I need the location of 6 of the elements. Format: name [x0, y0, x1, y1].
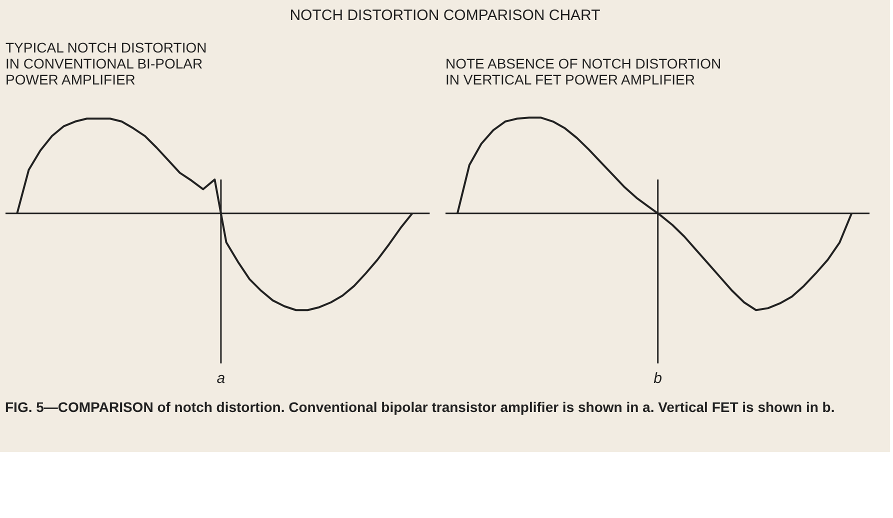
text: a	[216, 370, 226, 388]
text: b	[654, 370, 662, 388]
caption: FIG. 5—COMPARISON of notch distortion. Conventional bipolar transistor amplifier is shown in a. Vertical FET is shown in b.	[5, 398, 835, 417]
chart-subtitle: TYPICAL NOTCH DISTORTION IN CONVENTIONAL BI-POLAR POWER AMPLIFIER	[6, 40, 207, 88]
chart-subtitle: NOTE ABSENCE OF NOTCH DISTORTION IN VERTICAL FET POWER AMPLIFIER	[446, 56, 722, 88]
chart-title: NOTCH DISTORTION COMPARISON CHART	[290, 6, 600, 26]
